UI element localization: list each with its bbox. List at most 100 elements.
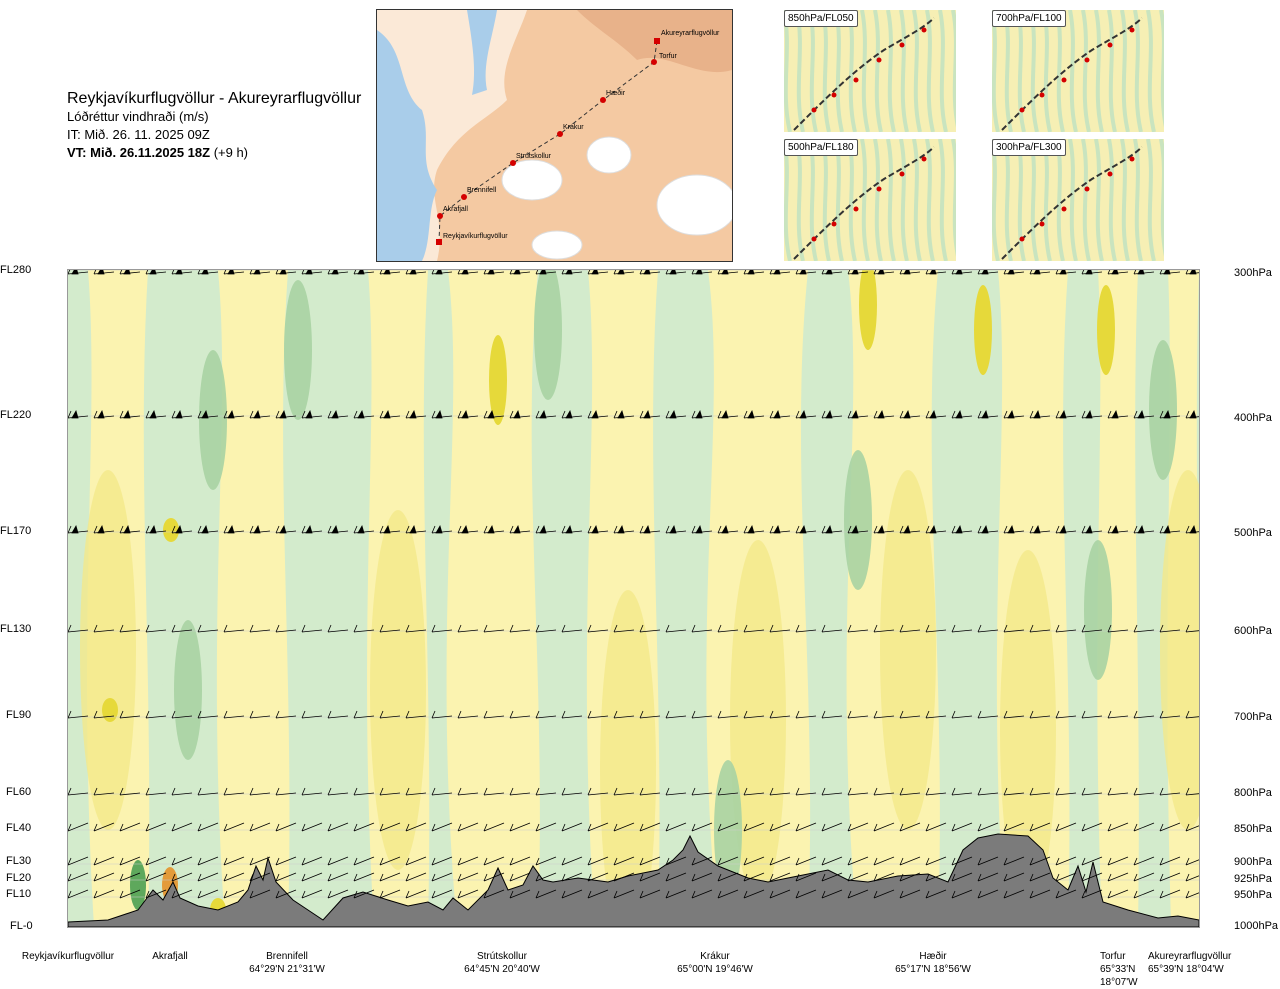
wind-barb [1055, 822, 1077, 832]
thumb-streak [860, 10, 870, 132]
rise-region [534, 270, 562, 400]
wind-barb [145, 889, 167, 899]
wind-barb [535, 270, 557, 275]
wind-barb [509, 270, 531, 275]
wind-barb [197, 524, 219, 534]
pressure-label: 400hPa [1234, 412, 1272, 424]
wind-barb [1159, 624, 1181, 633]
wind-barb [639, 856, 661, 866]
wind-barb [457, 889, 479, 899]
pressure-label: 800hPa [1234, 787, 1272, 799]
wind-barb [795, 787, 817, 796]
wind-barb [301, 822, 323, 832]
fl-label: FL60 [6, 786, 32, 798]
route-map-svg: Akureyrarflugvöllur Torfur Hæðir Krákur … [377, 10, 732, 261]
wind-barb [743, 710, 765, 719]
wind-barb [171, 270, 193, 275]
wind-barb [925, 889, 947, 899]
wind-barb [119, 624, 141, 633]
wind-barb [977, 787, 999, 796]
strong-sink-core [102, 698, 118, 722]
thumbnail-850hpa[interactable]: 850hPa/FL050 [784, 10, 956, 132]
wind-barb [145, 872, 167, 882]
wind-barb [717, 872, 739, 882]
wind-barb [613, 822, 635, 832]
wind-barb [847, 872, 869, 882]
wind-barb [977, 624, 999, 633]
thumb-waypoint [1129, 156, 1135, 162]
wind-barb [93, 270, 115, 275]
wind-barb [821, 270, 843, 275]
wind-barb [665, 624, 687, 633]
wind-barb [691, 710, 713, 719]
wind-barb [795, 524, 817, 534]
waypoint-name: Akrafjall [152, 951, 188, 962]
wind-barb [691, 624, 713, 633]
thumb-waypoint [899, 42, 905, 48]
wind-barb [1107, 409, 1129, 419]
wind-barb [405, 270, 427, 275]
bottom-waypoint: Krákur 65°00'N 19°46'W [660, 950, 770, 976]
wind-barb [1055, 524, 1077, 534]
wind-barb [821, 872, 843, 882]
wind-barb [1159, 889, 1181, 899]
waypoint-name: Reykjavíkurflugvöllur [21, 951, 115, 962]
wind-barb [1133, 872, 1155, 882]
wind-barb [1185, 823, 1199, 832]
wind-barb [743, 270, 765, 275]
wind-barb [1055, 710, 1077, 719]
wind-barb [483, 787, 505, 796]
thumbnail-700hpa[interactable]: 700hPa/FL100 [992, 10, 1164, 132]
wind-barb [743, 872, 765, 882]
waypoint-coord: 65°17'N 18°56'W [895, 964, 971, 975]
wind-barb [847, 524, 869, 534]
wind-barb [925, 872, 947, 882]
thumb-waypoint [811, 236, 817, 242]
wind-barb [795, 710, 817, 719]
thumb-waypoint [876, 57, 882, 63]
wind-barb [353, 270, 375, 275]
wind-barb [535, 787, 557, 796]
wind-barb [483, 710, 505, 719]
thumbnail-300hpa[interactable]: 300hPa/FL300 [992, 139, 1164, 261]
wind-barb [1055, 624, 1077, 633]
wind-barb [821, 524, 843, 534]
thumb-streak [912, 10, 922, 132]
wind-barb [509, 624, 531, 633]
wind-barb [1133, 822, 1155, 832]
wind-barb [769, 409, 791, 419]
wind-barb [431, 822, 453, 832]
wind-barb [1003, 524, 1025, 534]
rise-region [1149, 340, 1177, 480]
thumb-streak [1094, 139, 1104, 261]
wind-barb [93, 856, 115, 866]
wind-barb [249, 624, 271, 633]
map-waypoint-markers [436, 38, 660, 245]
wind-barb [613, 889, 635, 899]
wind-barb [1107, 624, 1129, 633]
wind-barb [925, 856, 947, 866]
wind-barb [1159, 524, 1181, 534]
wind-barb [197, 409, 219, 419]
wind-barb [145, 856, 167, 866]
wind-barb [535, 889, 557, 899]
thumb-streak [886, 139, 896, 261]
rise-region [284, 280, 312, 420]
wind-barb [925, 624, 947, 633]
wind-barb [743, 822, 765, 832]
wind-barb [561, 856, 583, 866]
wind-barb [1133, 409, 1155, 419]
wind-barb [119, 872, 141, 882]
wind-barb [769, 624, 791, 633]
wind-barb [457, 624, 479, 633]
pressure-label: 1000hPa [1234, 920, 1279, 932]
wind-barb [145, 787, 167, 796]
map-label-brennifell: Brennifell [467, 187, 497, 194]
wind-barb [93, 524, 115, 534]
wind-barb [431, 856, 453, 866]
wind-barb [171, 409, 193, 419]
wind-barb [431, 624, 453, 633]
wind-barb [509, 822, 531, 832]
sink-region [880, 470, 936, 830]
thumbnail-500hpa[interactable]: 500hPa/FL180 [784, 139, 956, 261]
